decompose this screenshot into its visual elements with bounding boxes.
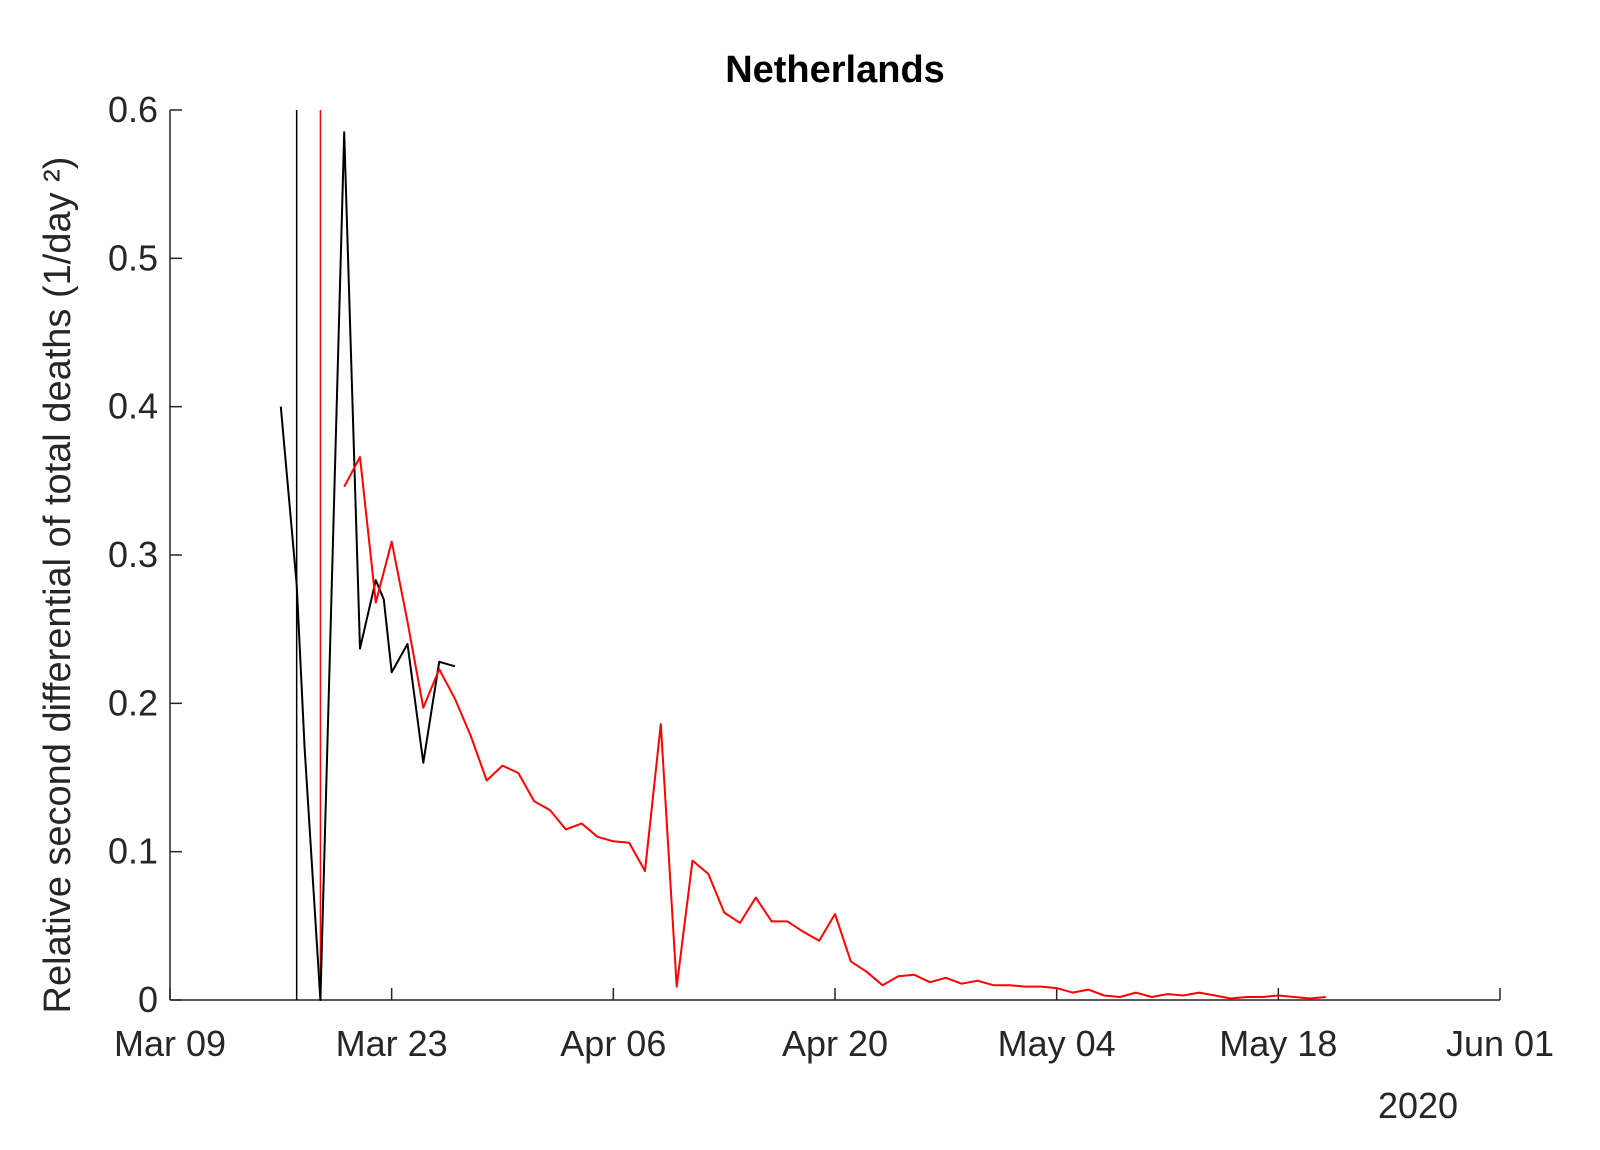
x-tick-label: May 04 (998, 1023, 1116, 1064)
y-axis-label: Relative second differential of total de… (37, 157, 79, 1014)
series-line-red (343, 456, 1326, 1000)
x-tick-label: Mar 09 (114, 1023, 226, 1064)
x-tick-label: Apr 20 (782, 1023, 888, 1064)
x-tick-label: Apr 06 (560, 1023, 666, 1064)
x-tick-label: Mar 23 (336, 1023, 448, 1064)
y-tick-label: 0.1 (108, 831, 158, 872)
y-tick-label: 0.5 (108, 237, 158, 278)
y-tick-label: 0.6 (108, 89, 158, 130)
year-label: 2020 (1378, 1085, 1458, 1126)
y-tick-label: 0.4 (108, 386, 158, 427)
axes: 0 0.1 0.2 0.3 0.4 0.5 0.6 Mar 09 Mar 23 Apr 06 Apr… (108, 89, 1554, 1064)
x-tick-label: May 18 (1219, 1023, 1337, 1064)
y-tick-label: 0.2 (108, 682, 158, 723)
plot-area (279, 110, 1326, 1001)
y-tick-label: 0 (138, 979, 158, 1020)
y-tick-label: 0.3 (108, 534, 158, 575)
chart-title: Netherlands (725, 49, 945, 91)
x-tick-label: Jun 01 (1446, 1023, 1554, 1064)
series-line-black (279, 131, 456, 1001)
